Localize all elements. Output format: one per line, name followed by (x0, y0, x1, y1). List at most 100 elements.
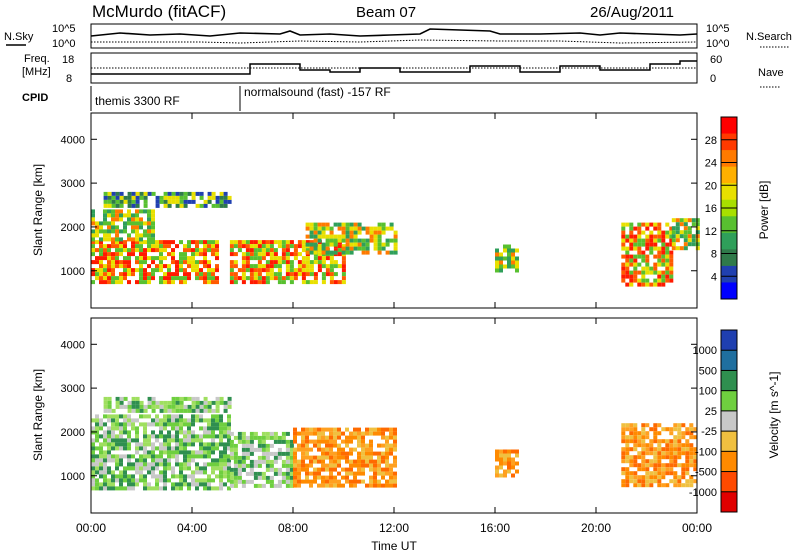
echo-cell (245, 443, 250, 448)
echo-cell (199, 404, 204, 409)
echo-cell (195, 414, 199, 419)
echo-cell (393, 479, 397, 484)
echo-cell (503, 457, 507, 462)
echo-cell (223, 482, 227, 487)
station-title: McMurdo (fitACF) (92, 2, 226, 21)
echo-cell (373, 463, 377, 468)
echo-cell (305, 268, 310, 273)
echo-cell (131, 191, 136, 196)
echo-cell (135, 462, 139, 467)
echo-cell (621, 246, 626, 251)
echo-cell (245, 479, 250, 484)
echo-cell (671, 230, 676, 235)
echo-cell (377, 222, 382, 227)
echo-cell (495, 465, 499, 470)
echo-cell (685, 471, 690, 476)
echo-cell (377, 242, 382, 247)
echo-cell (325, 443, 329, 448)
echo-cell (637, 431, 642, 436)
echo-cell (649, 459, 654, 464)
echo-cell (511, 264, 515, 269)
echo-cell (273, 467, 278, 472)
echo-cell (675, 218, 680, 223)
echo-cell (227, 199, 232, 204)
echo-cell (361, 431, 365, 436)
echo-cell (175, 408, 180, 413)
echo-cell (199, 191, 204, 196)
echo-cell (621, 467, 626, 472)
echo-cell (265, 463, 270, 468)
echo-cell (377, 483, 381, 488)
echo-cell (187, 260, 191, 265)
echo-cell (195, 400, 200, 405)
echo-cell (317, 471, 321, 476)
echo-cell (353, 238, 358, 243)
echo-cell (207, 462, 211, 467)
echo-cell (257, 276, 262, 281)
echo-cell (289, 451, 294, 456)
echo-cell (305, 234, 310, 239)
echo-cell (253, 435, 258, 440)
echo-cell (657, 479, 662, 484)
echo-cell (637, 238, 642, 243)
echo-cell (115, 404, 120, 409)
echo-cell (191, 400, 196, 405)
echo-cell (341, 280, 346, 285)
echo-cell (123, 199, 128, 204)
echo-cell (241, 479, 246, 484)
echo-cell (195, 478, 199, 483)
echo-cell (207, 430, 211, 435)
echo-cell (167, 195, 172, 200)
echo-cell (207, 199, 212, 204)
echo-cell (269, 463, 274, 468)
echo-cell (665, 230, 670, 235)
echo-cell (103, 408, 108, 413)
echo-cell (669, 463, 674, 468)
echo-cell (131, 462, 135, 467)
echo-cell (187, 462, 191, 467)
echo-cell (139, 244, 143, 249)
echo-cell (207, 450, 211, 455)
echo-cell (293, 483, 297, 488)
echo-cell (321, 483, 325, 488)
echo-cell (325, 272, 330, 277)
echo-cell (281, 252, 286, 257)
echo-cell (625, 246, 630, 251)
echo-cell (361, 242, 366, 247)
echo-cell (139, 237, 143, 242)
echo-cell (333, 467, 337, 472)
echo-cell (265, 459, 270, 464)
echo-cell (159, 248, 163, 253)
echo-cell (653, 435, 658, 440)
echo-cell (91, 462, 95, 467)
echo-cell (257, 256, 262, 261)
echo-cell (285, 483, 290, 488)
echo-cell (637, 443, 642, 448)
echo-cell (111, 470, 115, 475)
echo-cell (151, 418, 155, 423)
echo-cell (111, 430, 115, 435)
y-tick-label: 1000 (61, 266, 85, 278)
echo-cell (139, 217, 143, 222)
echo-cell (223, 430, 227, 435)
echo-cell (305, 435, 309, 440)
echo-cell (681, 431, 686, 436)
echo-cell (139, 280, 143, 285)
echo-cell (135, 195, 140, 200)
echo-cell (127, 482, 131, 487)
echo-cell (313, 238, 318, 243)
echo-cell (677, 435, 682, 440)
echo-cell (297, 475, 301, 480)
echo-cell (329, 242, 334, 247)
echo-cell (131, 466, 135, 471)
echo-cell (199, 454, 203, 459)
echo-cell (645, 246, 650, 251)
colorbar-tick-label: -100 (695, 446, 717, 458)
echo-cell (107, 268, 111, 273)
echo-cell (131, 404, 136, 409)
echo-cell (207, 195, 212, 200)
echo-cell (211, 195, 216, 200)
echo-cell (661, 483, 666, 488)
echo-cell (107, 434, 111, 439)
echo-cell (103, 486, 107, 491)
